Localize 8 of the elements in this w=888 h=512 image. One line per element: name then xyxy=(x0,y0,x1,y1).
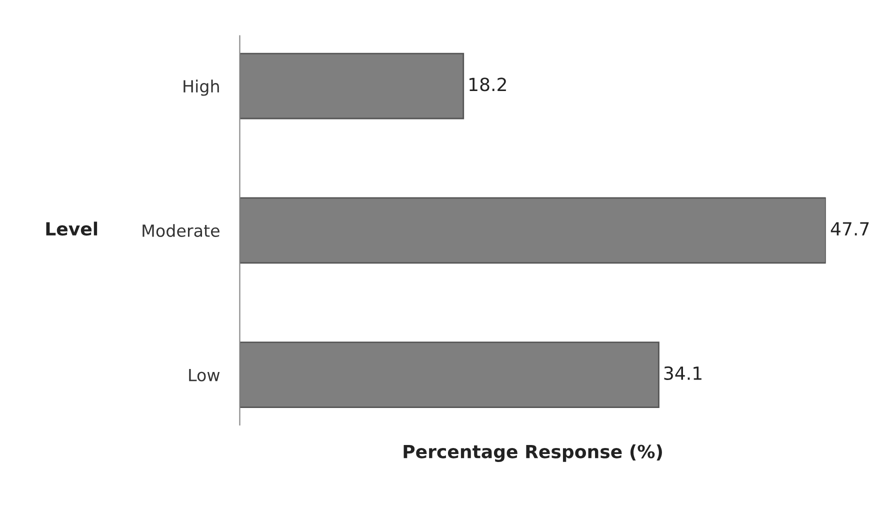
y-tick-label: High xyxy=(184,80,219,96)
y-tick-label: Moderate xyxy=(142,224,220,237)
y-tick-label: Low xyxy=(189,368,220,382)
data-label: 47.7 xyxy=(830,222,869,236)
data-label: 18.2 xyxy=(470,78,506,92)
y-axis-title: Level xyxy=(46,222,98,236)
x-axis-title: Percentage Response (%) xyxy=(404,444,662,462)
data-label: 34.1 xyxy=(664,366,702,380)
